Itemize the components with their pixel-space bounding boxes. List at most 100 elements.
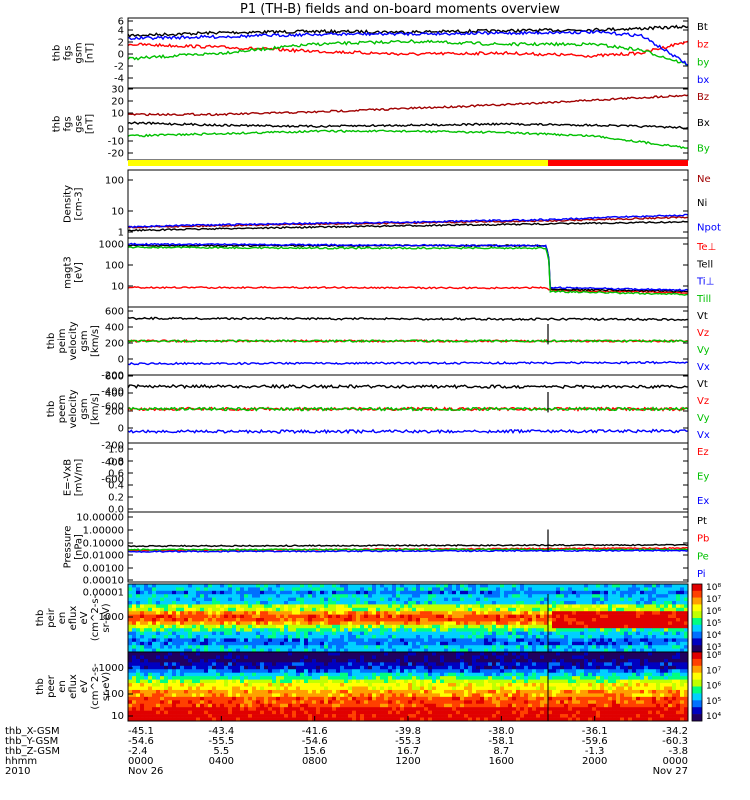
- spectrogram-cell: [324, 607, 329, 612]
- spectrogram-cell: [676, 597, 681, 602]
- spectrogram-cell: [176, 703, 181, 708]
- spectrogram-cell: [512, 662, 517, 667]
- spectrogram-cell: [572, 618, 577, 622]
- spectrogram-cell: [312, 672, 317, 677]
- spectrogram-cell: [240, 611, 245, 615]
- spectrogram-cell: [476, 658, 481, 663]
- spectrogram-cell: [280, 641, 285, 646]
- spectrogram-cell: [184, 662, 189, 667]
- spectrogram-cell: [332, 679, 337, 684]
- y-tick-label: 0.6: [108, 469, 124, 480]
- spectrogram-cell: [476, 590, 481, 595]
- spectrogram-cell: [520, 621, 525, 626]
- spectrogram-cell: [648, 638, 653, 643]
- spectrogram-cell: [280, 590, 285, 595]
- spectrogram-cell: [156, 707, 161, 711]
- spectrogram-cell: [376, 587, 381, 592]
- spectrogram-cell: [516, 611, 521, 615]
- spectrogram-cell: [604, 607, 609, 612]
- spectrogram-cell: [272, 594, 277, 598]
- spectrogram-cell: [276, 628, 281, 632]
- spectrogram-cell: [528, 631, 533, 636]
- spectrogram-cell: [492, 648, 497, 653]
- spectrogram-cell: [464, 676, 469, 680]
- spectrogram-cell: [188, 641, 193, 646]
- spectrogram-cell: [252, 703, 257, 708]
- spectrogram-cell: [316, 686, 321, 691]
- spectrogram-cell: [448, 607, 453, 612]
- spectrogram-cell: [396, 587, 401, 592]
- spectrogram-cell: [132, 597, 137, 602]
- spectrogram-cell: [368, 590, 373, 595]
- spectrogram-cell: [512, 594, 517, 598]
- spectrogram-cell: [364, 672, 369, 677]
- spectrogram-cell: [292, 638, 297, 643]
- spectrogram-cell: [128, 700, 133, 705]
- spectrogram-cell: [500, 693, 505, 698]
- spectrogram-cell: [132, 669, 137, 673]
- spectrogram-cell: [408, 700, 413, 705]
- spectrogram-cell: [408, 693, 413, 698]
- spectrogram-cell: [520, 597, 525, 602]
- spectrogram-cell: [420, 645, 425, 649]
- spectrogram-cell: [356, 628, 361, 632]
- spectrogram-cell: [128, 696, 133, 701]
- spectrogram-cell: [672, 628, 677, 632]
- spectrogram-cell: [144, 693, 149, 698]
- spectrogram-cell: [456, 710, 461, 715]
- spectrogram-cell: [432, 672, 437, 677]
- spectrogram-cell: [144, 696, 149, 701]
- spectrogram-cell: [676, 594, 681, 598]
- spectrogram-cell: [436, 652, 441, 656]
- spectrogram-cell: [472, 655, 477, 660]
- spectrogram-cell: [504, 689, 509, 694]
- spectrogram-cell: [376, 700, 381, 705]
- spectrogram-cell: [296, 611, 301, 615]
- spectrogram-cell: [304, 624, 309, 629]
- spectrogram-cell: [400, 618, 405, 622]
- spectrogram-cell: [496, 621, 501, 626]
- spectrogram-cell: [204, 621, 209, 626]
- spectrogram-cell: [320, 686, 325, 691]
- spectrogram-cell: [200, 669, 205, 673]
- spectrogram-cell: [372, 710, 377, 715]
- spectrogram-cell: [368, 707, 373, 711]
- spectrogram-cell: [616, 601, 621, 605]
- spectrogram-cell: [352, 590, 357, 595]
- spectrogram-cell: [504, 604, 509, 609]
- spectrogram-cell: [344, 628, 349, 632]
- spectrogram-cell: [160, 672, 165, 677]
- spectrogram-cell: [128, 587, 133, 592]
- spectrogram-cell: [472, 611, 477, 615]
- spectrogram-cell: [236, 689, 241, 694]
- spectrogram-cell: [652, 621, 657, 626]
- spectrogram-cell: [536, 635, 541, 639]
- spectrogram-cell: [640, 641, 645, 646]
- spectrogram-cell: [316, 658, 321, 663]
- spectrogram-cell: [256, 710, 261, 715]
- spectrogram-cell: [564, 604, 569, 609]
- spectrogram-cell: [284, 601, 289, 605]
- spectrogram-cell: [424, 672, 429, 677]
- spectrogram-cell: [424, 604, 429, 609]
- spectrogram-cell: [372, 707, 377, 711]
- spectrogram-cell: [620, 587, 625, 592]
- spectrogram-cell: [144, 618, 149, 622]
- spectrogram-cell: [352, 618, 357, 622]
- spectrogram-cell: [200, 662, 205, 667]
- spectrogram-cell: [200, 676, 205, 680]
- spectrogram-cell: [356, 703, 361, 708]
- spectrogram-cell: [412, 683, 417, 687]
- spectrogram-cell: [500, 669, 505, 673]
- spectrogram-cell: [224, 652, 229, 656]
- spectrogram-cell: [632, 641, 637, 646]
- spectrogram-cell: [368, 621, 373, 626]
- spectrogram-cell: [468, 703, 473, 708]
- spectrogram-cell: [240, 604, 245, 609]
- spectrogram-cell: [132, 703, 137, 708]
- spectrogram-cell: [248, 689, 253, 694]
- spectrogram-cell: [440, 604, 445, 609]
- spectrogram-cell: [232, 587, 237, 592]
- spectrogram-cell: [656, 624, 661, 629]
- spectrogram-cell: [532, 635, 537, 639]
